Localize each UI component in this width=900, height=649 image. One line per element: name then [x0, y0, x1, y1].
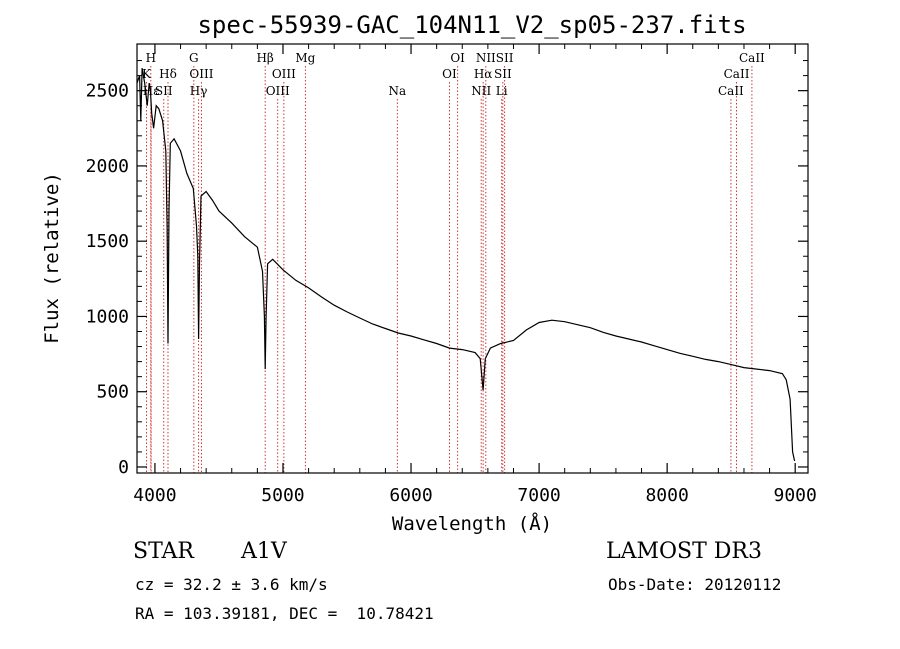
plot-frame	[136, 43, 809, 474]
spectral-line-label: NII	[471, 84, 491, 98]
y-tick-label: 500	[96, 382, 129, 403]
spectrum-line	[136, 67, 796, 462]
spectral-line-label: K	[142, 67, 152, 81]
spectral-line-label: Mg	[295, 51, 315, 65]
spectral-line-label: CaII	[724, 67, 750, 81]
y-tick-label: 1500	[86, 231, 129, 252]
spectral-line-label: Li	[496, 84, 508, 98]
spectral-line-label: Hβ	[256, 51, 273, 65]
y-tick-label: 2000	[86, 156, 129, 177]
spectral-line-label: SII	[494, 67, 512, 81]
spectral-line-label: SII	[496, 51, 514, 65]
spectral-line-label: OIII	[266, 84, 290, 98]
observation-date: Obs-Date: 20120112	[608, 575, 782, 594]
x-axis-label: Wavelength (Å)	[392, 512, 552, 535]
spectral-line-label: NII	[476, 51, 496, 65]
x-tick-label: 5000	[261, 485, 304, 506]
redshift-value: cz = 32.2 ± 3.6 km/s	[135, 575, 328, 594]
survey-name: LAMOST DR3	[606, 539, 762, 564]
y-tick-label: 2500	[86, 81, 129, 102]
y-axis-label: Flux (relative)	[41, 172, 63, 344]
spectral-line-label: G	[189, 51, 199, 65]
x-tick-label: 7000	[517, 485, 560, 506]
spectral-line-label: CaII	[739, 51, 765, 65]
spectral-line-markers: HεHKSIIHδGOIIIHγHβOIIIOIIIMgNaOIOINIIHαN…	[142, 51, 765, 473]
x-tick-label: 4000	[133, 485, 176, 506]
spectral-line-label: H	[146, 51, 156, 65]
x-tick-label: 9000	[774, 485, 817, 506]
object-class: STAR	[133, 539, 194, 564]
spectral-line-label: OI	[450, 51, 465, 65]
spectral-line-label: CaII	[718, 84, 744, 98]
spectral-line-label: Na	[389, 84, 407, 98]
chart-title: spec-55939-GAC_104N11_V2_sp05-237.fits	[197, 11, 746, 39]
spectral-subclass: A1V	[241, 539, 287, 564]
spectral-line-label: Hγ	[190, 84, 208, 98]
spectral-line-label: OIII	[189, 67, 213, 81]
spectral-line-label: OIII	[272, 67, 296, 81]
spectral-line-label: Hδ	[159, 67, 177, 81]
spectral-line-label: OI	[442, 67, 457, 81]
x-tick-label: 8000	[645, 485, 688, 506]
y-tick-label: 0	[118, 457, 129, 478]
spectral-line-label: Hα	[474, 67, 493, 81]
spectral-line-label: SII	[155, 84, 173, 98]
x-tick-label: 6000	[389, 485, 432, 506]
y-tick-label: 1000	[86, 306, 129, 327]
sky-coordinates: RA = 103.39181, DEC = 10.78421	[135, 604, 434, 623]
axis-ticks: 4000 5000 6000 7000 8000 9000 0 500 1000 1500 2000…	[86, 44, 817, 506]
